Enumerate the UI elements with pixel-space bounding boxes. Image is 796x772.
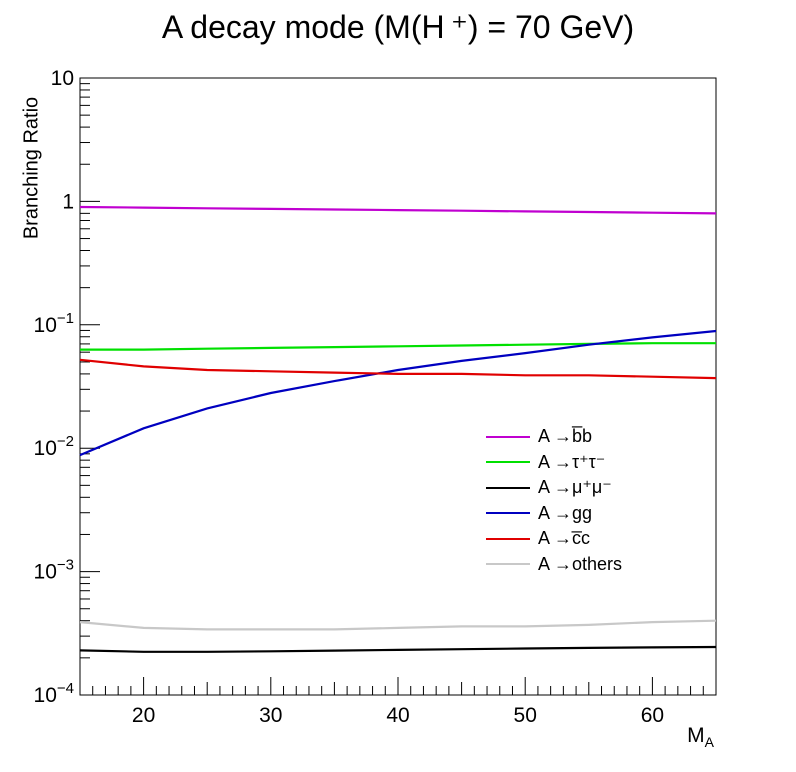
x-tick-label: 40: [386, 704, 409, 727]
legend-swatch: [486, 537, 530, 540]
legend-item: A → μ⁺μ⁻: [486, 475, 686, 501]
legend-label: μ⁺μ⁻: [572, 477, 612, 498]
legend: A → b̅b A → τ⁺τ⁻ A → μ⁺μ⁻ A → gg A → c̅c…: [486, 424, 686, 577]
plot-frame: [79, 77, 717, 696]
legend-swatch: [486, 512, 530, 515]
y-tick-label: 1: [62, 190, 74, 213]
legend-swatch: [486, 435, 530, 438]
legend-label: τ⁺τ⁻: [572, 451, 606, 472]
chart-title: A decay mode (M(H ⁺) = 70 GeV): [161, 9, 635, 45]
legend-label: c̅c: [572, 528, 591, 549]
y-tick-label: 10: [51, 67, 74, 90]
legend-label-prefix: A →: [538, 502, 573, 523]
legend-swatch: [486, 486, 530, 489]
legend-label-prefix: A →: [538, 553, 573, 574]
legend-swatch: [486, 461, 530, 464]
y-tick-label: 10−1: [34, 310, 74, 337]
legend-item: A → gg: [486, 501, 686, 527]
legend-item: A → b̅b: [486, 424, 686, 450]
legend-label-prefix: A →: [538, 451, 573, 472]
legend-label: b̅b: [572, 426, 593, 447]
legend-swatch: [486, 563, 530, 566]
x-axis-label: MA: [687, 724, 714, 750]
series-line: [79, 329, 717, 457]
legend-label: others: [572, 553, 623, 574]
series-line: [79, 619, 717, 631]
legend-label-prefix: A →: [538, 528, 573, 549]
legend-item: A → τ⁺τ⁻: [486, 450, 686, 476]
legend-label-prefix: A →: [538, 426, 573, 447]
legend-item: A → others: [486, 552, 686, 578]
series-line: [79, 358, 717, 380]
x-tick-label: 20: [132, 704, 155, 727]
x-tick-label: 30: [259, 704, 282, 727]
legend-item: A → c̅c: [486, 526, 686, 552]
y-tick-label: 10−3: [34, 557, 74, 584]
y-tick-label: 10−4: [34, 680, 74, 707]
x-tick-label: 60: [641, 704, 664, 727]
x-axis-label-sub: A: [704, 734, 714, 751]
series-line: [80, 342, 716, 351]
x-axis-label-main: M: [687, 724, 705, 747]
x-tick-label: 50: [514, 704, 537, 727]
series-line: [79, 645, 717, 653]
y-tick-label: 10−2: [34, 433, 74, 460]
legend-label-prefix: A →: [538, 477, 573, 498]
legend-label: gg: [572, 502, 593, 523]
series-line: [79, 205, 717, 215]
